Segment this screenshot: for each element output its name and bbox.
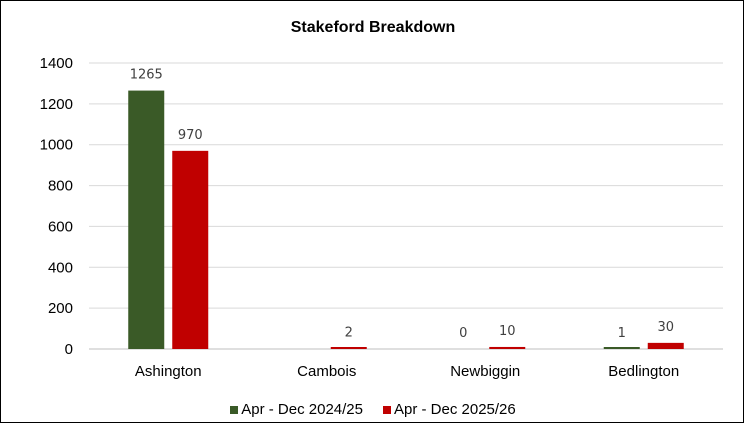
y-tick-label: 0 <box>65 341 73 358</box>
legend-label-series-1: Apr - Dec 2024/25 <box>241 401 363 418</box>
x-axis-categories: Ashington Cambois Newbiggin Bedlington <box>135 363 679 380</box>
bar-newbiggin-series-2 <box>489 346 526 349</box>
data-label-bedlington-series-2: 30 <box>657 320 674 335</box>
gridlines <box>89 62 723 350</box>
y-tick-label: 600 <box>48 218 73 235</box>
data-label-newbiggin-series-2: 10 <box>499 324 516 339</box>
y-tick-label: 1400 <box>40 55 73 72</box>
bar-ashington-series-1 <box>128 90 165 349</box>
bar-cambois-series-2 <box>330 347 367 349</box>
data-label-cambois-series-2: 2 <box>345 326 353 341</box>
x-category-label: Newbiggin <box>450 363 520 380</box>
y-tick-label: 1200 <box>40 96 73 113</box>
y-tick-label: 800 <box>48 178 73 195</box>
legend-label-series-2: Apr - Dec 2025/26 <box>394 401 516 418</box>
data-label-ashington-series-1: 1265 <box>130 68 163 83</box>
bar-bedlington-series-1 <box>603 347 640 349</box>
y-tick-label: 200 <box>48 300 73 317</box>
legend: Apr - Dec 2024/25 Apr - Dec 2025/26 <box>1 401 744 418</box>
y-tick-label: 1000 <box>40 137 73 154</box>
y-tick-label: 400 <box>48 259 73 276</box>
legend-item-series-1: Apr - Dec 2024/25 <box>230 401 363 418</box>
legend-swatch-series-1 <box>230 405 239 414</box>
y-axis-ticks: 0 200 400 600 800 1000 1200 1400 <box>40 55 73 358</box>
chart-title: Stakeford Breakdown <box>290 19 456 36</box>
x-category-label: Ashington <box>135 363 202 380</box>
data-label-ashington-series-2: 970 <box>178 128 203 143</box>
legend-swatch-series-2 <box>383 405 391 414</box>
legend-item-series-2: Apr - Dec 2025/26 <box>383 401 516 418</box>
bar-ashington-series-2 <box>172 150 209 349</box>
bar-bedlington-series-2 <box>647 342 684 349</box>
data-label-bedlington-series-1: 1 <box>618 326 626 341</box>
x-category-label: Bedlington <box>608 363 679 380</box>
data-labels: 1265 970 2 0 10 1 30 <box>130 68 674 341</box>
bars <box>128 90 684 349</box>
data-label-newbiggin-series-1: 0 <box>459 326 467 341</box>
x-category-label: Cambois <box>297 363 356 380</box>
